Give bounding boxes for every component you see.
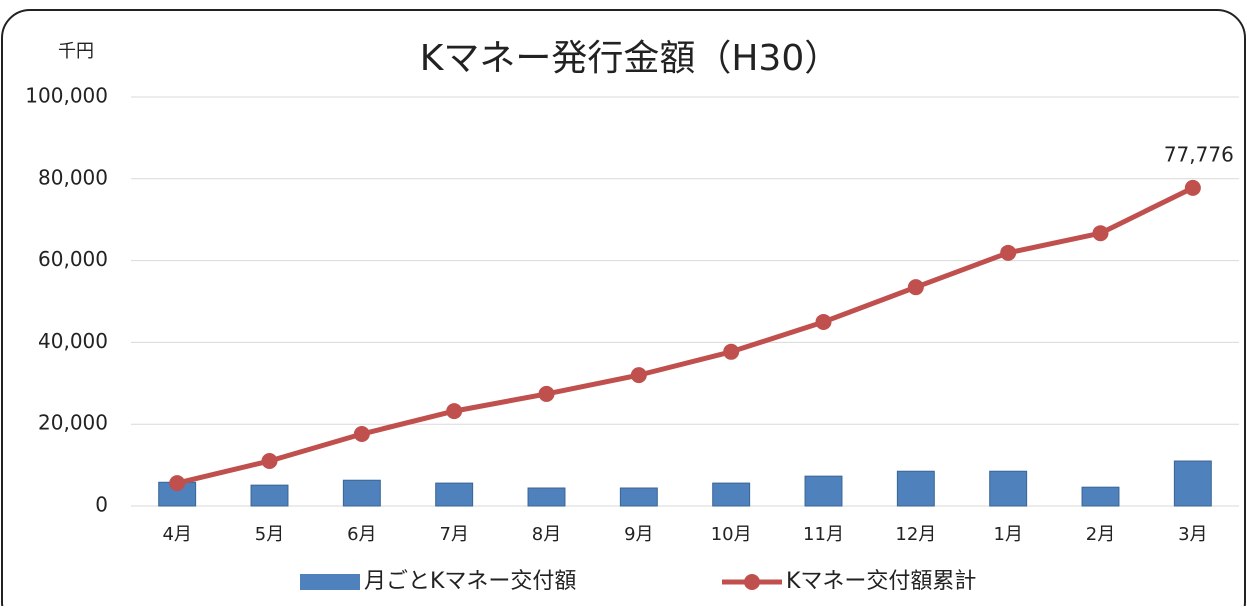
x-tick-label: 5月 bbox=[255, 524, 284, 545]
x-tick-label: 3月 bbox=[1178, 524, 1207, 545]
x-tick-label: 12月 bbox=[895, 524, 936, 545]
bar bbox=[1173, 460, 1212, 507]
point bbox=[261, 453, 278, 470]
legend-label: Kマネー交付額累計 bbox=[786, 569, 976, 594]
bar bbox=[527, 487, 566, 507]
chart-frame bbox=[1, 9, 1246, 610]
point bbox=[630, 367, 647, 384]
bar bbox=[250, 484, 289, 507]
y-tick-label: 60,000 bbox=[38, 247, 108, 271]
point bbox=[815, 313, 832, 330]
bar bbox=[342, 479, 381, 507]
legend-label: 月ごとKマネー交付額 bbox=[364, 569, 576, 594]
x-tick-label: 1月 bbox=[993, 524, 1022, 545]
bar bbox=[435, 482, 474, 507]
x-tick-label: 10月 bbox=[711, 524, 752, 545]
point bbox=[538, 385, 555, 402]
y-tick-label: 80,000 bbox=[38, 165, 108, 189]
line bbox=[176, 185, 1194, 486]
x-tick-label: 8月 bbox=[532, 524, 561, 545]
y-tick-label: 0 bbox=[95, 493, 108, 517]
point bbox=[1092, 225, 1109, 242]
bar bbox=[896, 470, 935, 507]
data-label: 77,776 bbox=[1164, 142, 1234, 166]
point bbox=[1000, 244, 1017, 261]
point bbox=[723, 343, 740, 360]
point bbox=[169, 475, 186, 492]
legend-swatch bbox=[300, 574, 360, 590]
x-tick-label: 2月 bbox=[1086, 524, 1115, 545]
chart-title: Kマネー発行金額（H30） bbox=[420, 38, 841, 79]
point bbox=[446, 403, 463, 420]
point bbox=[907, 279, 924, 296]
bar bbox=[989, 470, 1028, 507]
x-tick-label: 11月 bbox=[803, 524, 844, 545]
x-tick-label: 6月 bbox=[347, 524, 376, 545]
y-unit: 千円 bbox=[58, 41, 94, 62]
x-tick-label: 4月 bbox=[162, 524, 191, 545]
point bbox=[353, 426, 370, 443]
bar bbox=[1081, 486, 1120, 507]
legend-marker bbox=[744, 574, 760, 590]
point bbox=[1184, 179, 1201, 196]
y-tick-label: 100,000 bbox=[25, 84, 108, 108]
bar bbox=[619, 487, 658, 507]
bar bbox=[804, 475, 843, 507]
y-tick-label: 20,000 bbox=[38, 411, 108, 435]
x-tick-label: 7月 bbox=[439, 524, 468, 545]
y-tick-label: 40,000 bbox=[38, 329, 108, 353]
x-tick-label: 9月 bbox=[624, 524, 653, 545]
bar bbox=[712, 482, 751, 507]
